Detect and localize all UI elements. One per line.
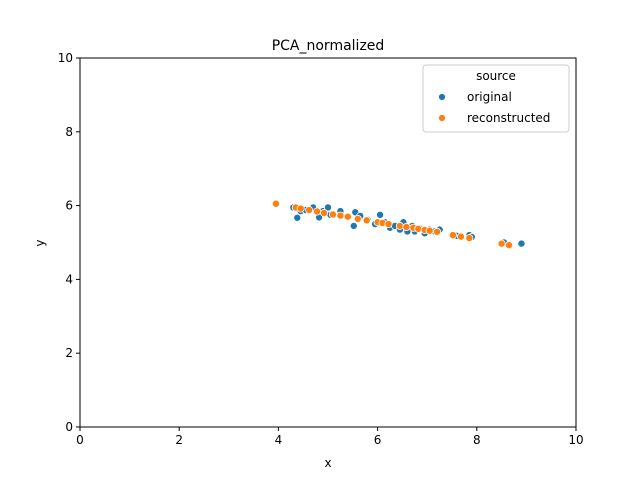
data-point-reconstructed xyxy=(313,207,322,216)
x-axis-label: x xyxy=(324,456,331,470)
x-tick-label: 0 xyxy=(76,433,84,447)
y-axis-label: y xyxy=(33,239,47,246)
data-point-reconstructed xyxy=(328,210,337,219)
x-tick-label: 2 xyxy=(175,433,183,447)
legend-title: source xyxy=(476,69,516,83)
y-tick-label: 10 xyxy=(58,51,73,65)
data-point-reconstructed xyxy=(305,206,314,215)
data-point-reconstructed xyxy=(343,212,352,221)
data-point-reconstructed xyxy=(384,220,393,229)
x-tick-label: 4 xyxy=(275,433,283,447)
legend-label-original: original xyxy=(467,90,512,104)
legend-marker-reconstructed xyxy=(438,114,446,122)
data-point-reconstructed xyxy=(296,204,305,213)
data-point-reconstructed xyxy=(362,216,371,225)
data-point-reconstructed xyxy=(402,223,411,232)
data-markers xyxy=(271,199,526,250)
x-tick-label: 10 xyxy=(568,433,583,447)
data-point-reconstructed xyxy=(425,226,434,235)
y-tick-label: 6 xyxy=(65,199,73,213)
axes-frame xyxy=(79,57,577,428)
y-tick-label: 2 xyxy=(65,346,73,360)
data-point-reconstructed xyxy=(353,214,362,223)
data-point-reconstructed xyxy=(497,239,506,248)
y-tick-label: 8 xyxy=(65,125,73,139)
x-tick-label: 8 xyxy=(473,433,481,447)
legend-box xyxy=(422,64,570,133)
data-point-original xyxy=(517,239,526,248)
data-point-original xyxy=(376,210,385,219)
data-point-reconstructed xyxy=(336,211,345,220)
data-point-reconstructed xyxy=(320,208,329,217)
legend-label-reconstructed: reconstructed xyxy=(467,111,550,125)
data-point-original xyxy=(323,203,332,212)
y-tick-label: 4 xyxy=(65,272,73,286)
data-point-original xyxy=(349,221,358,230)
y-axis-ticks: 0 2 4 6 8 10 xyxy=(58,51,80,434)
data-point-reconstructed xyxy=(395,221,404,230)
x-axis-ticks: 0 2 4 6 8 10 xyxy=(76,427,584,447)
data-point-reconstructed xyxy=(505,241,514,250)
data-point-reconstructed xyxy=(433,227,442,236)
chart-title: PCA_normalized xyxy=(272,38,385,54)
x-tick-label: 6 xyxy=(374,433,382,447)
data-point-reconstructed xyxy=(271,199,280,208)
legend: source original reconstructed xyxy=(422,64,570,133)
data-point-reconstructed xyxy=(414,224,423,233)
data-point-original xyxy=(293,213,302,222)
data-point-reconstructed xyxy=(448,231,457,240)
legend-marker-original xyxy=(438,93,446,101)
data-point-reconstructed xyxy=(465,234,474,243)
data-point-reconstructed xyxy=(456,232,465,241)
plot-area xyxy=(79,57,577,428)
y-tick-label: 0 xyxy=(65,420,73,434)
